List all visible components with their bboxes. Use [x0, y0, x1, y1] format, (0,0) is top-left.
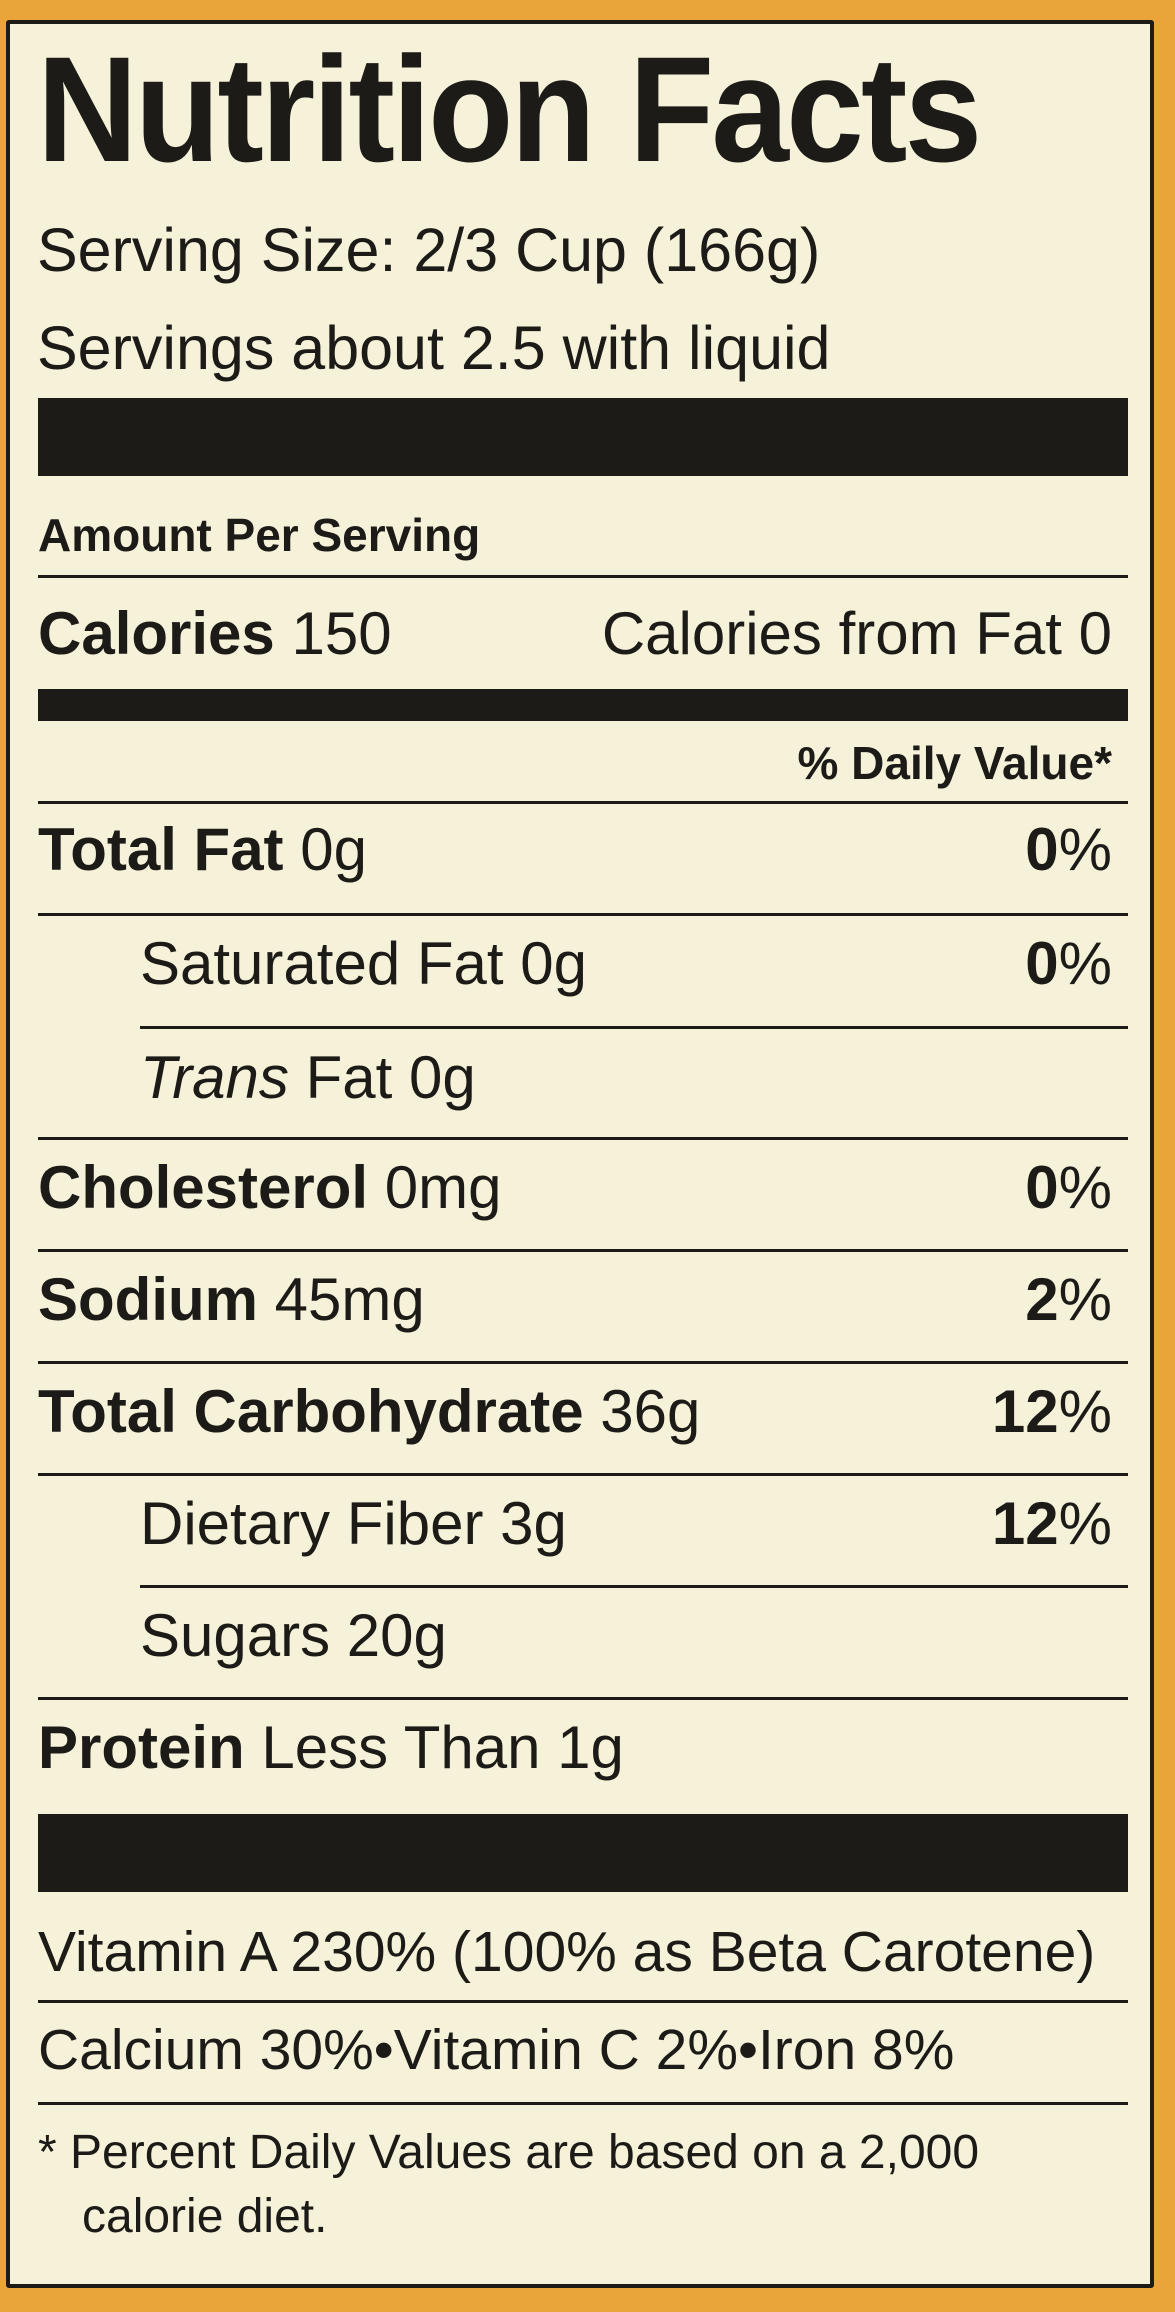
- calories-value: 150: [291, 600, 392, 667]
- divider: [38, 1473, 1128, 1476]
- amount-per-serving: Amount Per Serving: [38, 509, 481, 561]
- total-carbohydrate-row: Total Carbohydrate 36g 12%: [38, 1378, 1112, 1445]
- divider: [38, 2000, 1128, 2003]
- calories-from-fat: Calories from Fat 0: [601, 600, 1112, 667]
- trans-fat-row: Trans Fat 0g: [140, 1044, 476, 1111]
- saturated-fat-row: Saturated Fat 0g 0%: [140, 930, 1112, 997]
- divider: [38, 1361, 1128, 1364]
- medium-divider: [38, 689, 1128, 721]
- calories-label: Calories: [38, 600, 275, 667]
- divider: [38, 1249, 1128, 1252]
- total-fat-row: Total Fat 0g 0%: [38, 816, 1112, 883]
- protein-row: Protein Less Than 1g: [38, 1714, 624, 1781]
- nutrition-label: Nutrition Facts Serving Size: 2/3 Cup (1…: [6, 20, 1154, 2288]
- thick-divider-bottom: [38, 1814, 1128, 1892]
- serving-size: Serving Size: 2/3 Cup (166g): [37, 216, 821, 284]
- divider: [140, 1585, 1128, 1588]
- divider: [140, 1026, 1128, 1029]
- calories-row: Calories 150 Calories from Fat 0: [38, 604, 1112, 668]
- servings-per-container: Servings about 2.5 with liquid: [37, 314, 831, 382]
- daily-value-header: % Daily Value*: [797, 737, 1113, 789]
- vitamin-a-line: Vitamin A 230% (100% as Beta Carotene): [38, 1920, 1096, 1984]
- cholesterol-row: Cholesterol 0mg 0%: [38, 1154, 1112, 1221]
- divider: [38, 1697, 1128, 1700]
- minerals-line: Calcium 30%•Vitamin C 2%•Iron 8%: [38, 2018, 955, 2082]
- thick-divider-top: [38, 398, 1128, 476]
- label-title: Nutrition Facts: [37, 25, 982, 193]
- divider: [38, 801, 1128, 804]
- divider: [38, 1137, 1128, 1140]
- sugars-row: Sugars 20g: [140, 1602, 447, 1669]
- footnote-line-1: * Percent Daily Values are based on a 2,…: [38, 2126, 980, 2179]
- divider: [38, 2102, 1128, 2105]
- divider: [38, 575, 1128, 578]
- sodium-row: Sodium 45mg 2%: [38, 1266, 1112, 1333]
- divider: [38, 913, 1128, 916]
- footnote-line-2: calorie diet.: [82, 2190, 328, 2243]
- dietary-fiber-row: Dietary Fiber 3g 12%: [140, 1490, 1112, 1557]
